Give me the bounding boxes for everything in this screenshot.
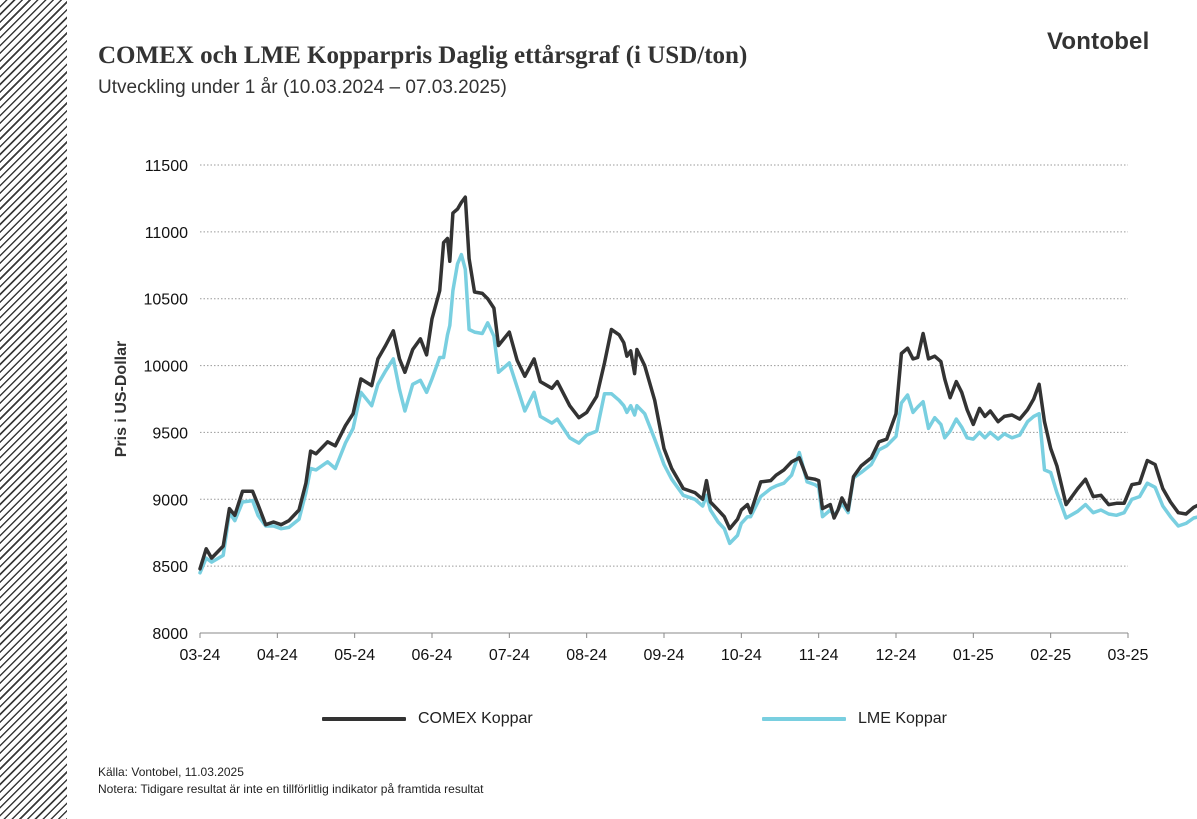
legend-swatch-comex xyxy=(322,717,406,721)
x-tick-label: 11-24 xyxy=(799,647,839,664)
x-tick-label: 10-24 xyxy=(721,647,762,664)
legend-item-lme: LME Koppar xyxy=(762,709,947,729)
y-tick-label: 8000 xyxy=(152,626,188,643)
series-line-comex xyxy=(198,195,1197,571)
x-tick-label: 02-25 xyxy=(1030,647,1071,664)
x-tick-label: 12-24 xyxy=(876,647,917,664)
x-tick-label: 04-24 xyxy=(257,647,298,664)
y-tick-label: 11000 xyxy=(145,225,188,242)
legend-label-comex: COMEX Koppar xyxy=(418,710,533,727)
y-axis-ticks: 8000 8500 9000 9500 10000 10500 11000 11500 xyxy=(144,158,189,643)
series-line-lme xyxy=(198,252,1197,575)
footer-note: Notera: Tidigare resultat är inte en til… xyxy=(98,782,484,796)
legend-item-comex: COMEX Koppar xyxy=(322,709,533,729)
x-tick-label: 03-24 xyxy=(180,647,221,664)
x-tick-label: 08-24 xyxy=(566,647,607,664)
y-tick-label: 11500 xyxy=(145,158,188,175)
x-tick-label: 07-24 xyxy=(489,647,530,664)
chart-title: COMEX och LME Kopparpris Daglig ettårsgr… xyxy=(98,42,748,69)
x-tick-label: 06-24 xyxy=(412,647,453,664)
x-tick-label: 09-24 xyxy=(644,647,685,664)
footer-source: Källa: Vontobel, 11.03.2025 xyxy=(98,765,244,779)
hatched-side-band xyxy=(0,0,67,819)
grid-lines xyxy=(200,164,1128,567)
x-tick-label: 05-24 xyxy=(334,647,375,664)
y-tick-label: 10500 xyxy=(144,292,189,309)
legend-swatch-lme xyxy=(762,717,846,721)
y-tick-label: 9500 xyxy=(152,425,188,442)
legend-label-lme: LME Koppar xyxy=(858,710,947,727)
x-axis-ticks: 03-24 04-24 05-24 06-24 07-24 08-24 09-24 10-24… xyxy=(180,633,1149,664)
y-tick-label: 9000 xyxy=(152,492,188,509)
x-tick-label: 01-25 xyxy=(953,647,994,664)
x-tick-label: 03-25 xyxy=(1108,647,1149,664)
chart-subtitle: Utveckling under 1 år (10.03.2024 – 07.0… xyxy=(98,77,507,98)
y-tick-label: 8500 xyxy=(152,559,188,576)
y-tick-label: 10000 xyxy=(144,359,189,376)
y-axis-label: Pris i US-Dollar xyxy=(113,341,130,457)
brand-logo: Vontobel xyxy=(1047,28,1150,55)
data-series xyxy=(198,195,1197,575)
